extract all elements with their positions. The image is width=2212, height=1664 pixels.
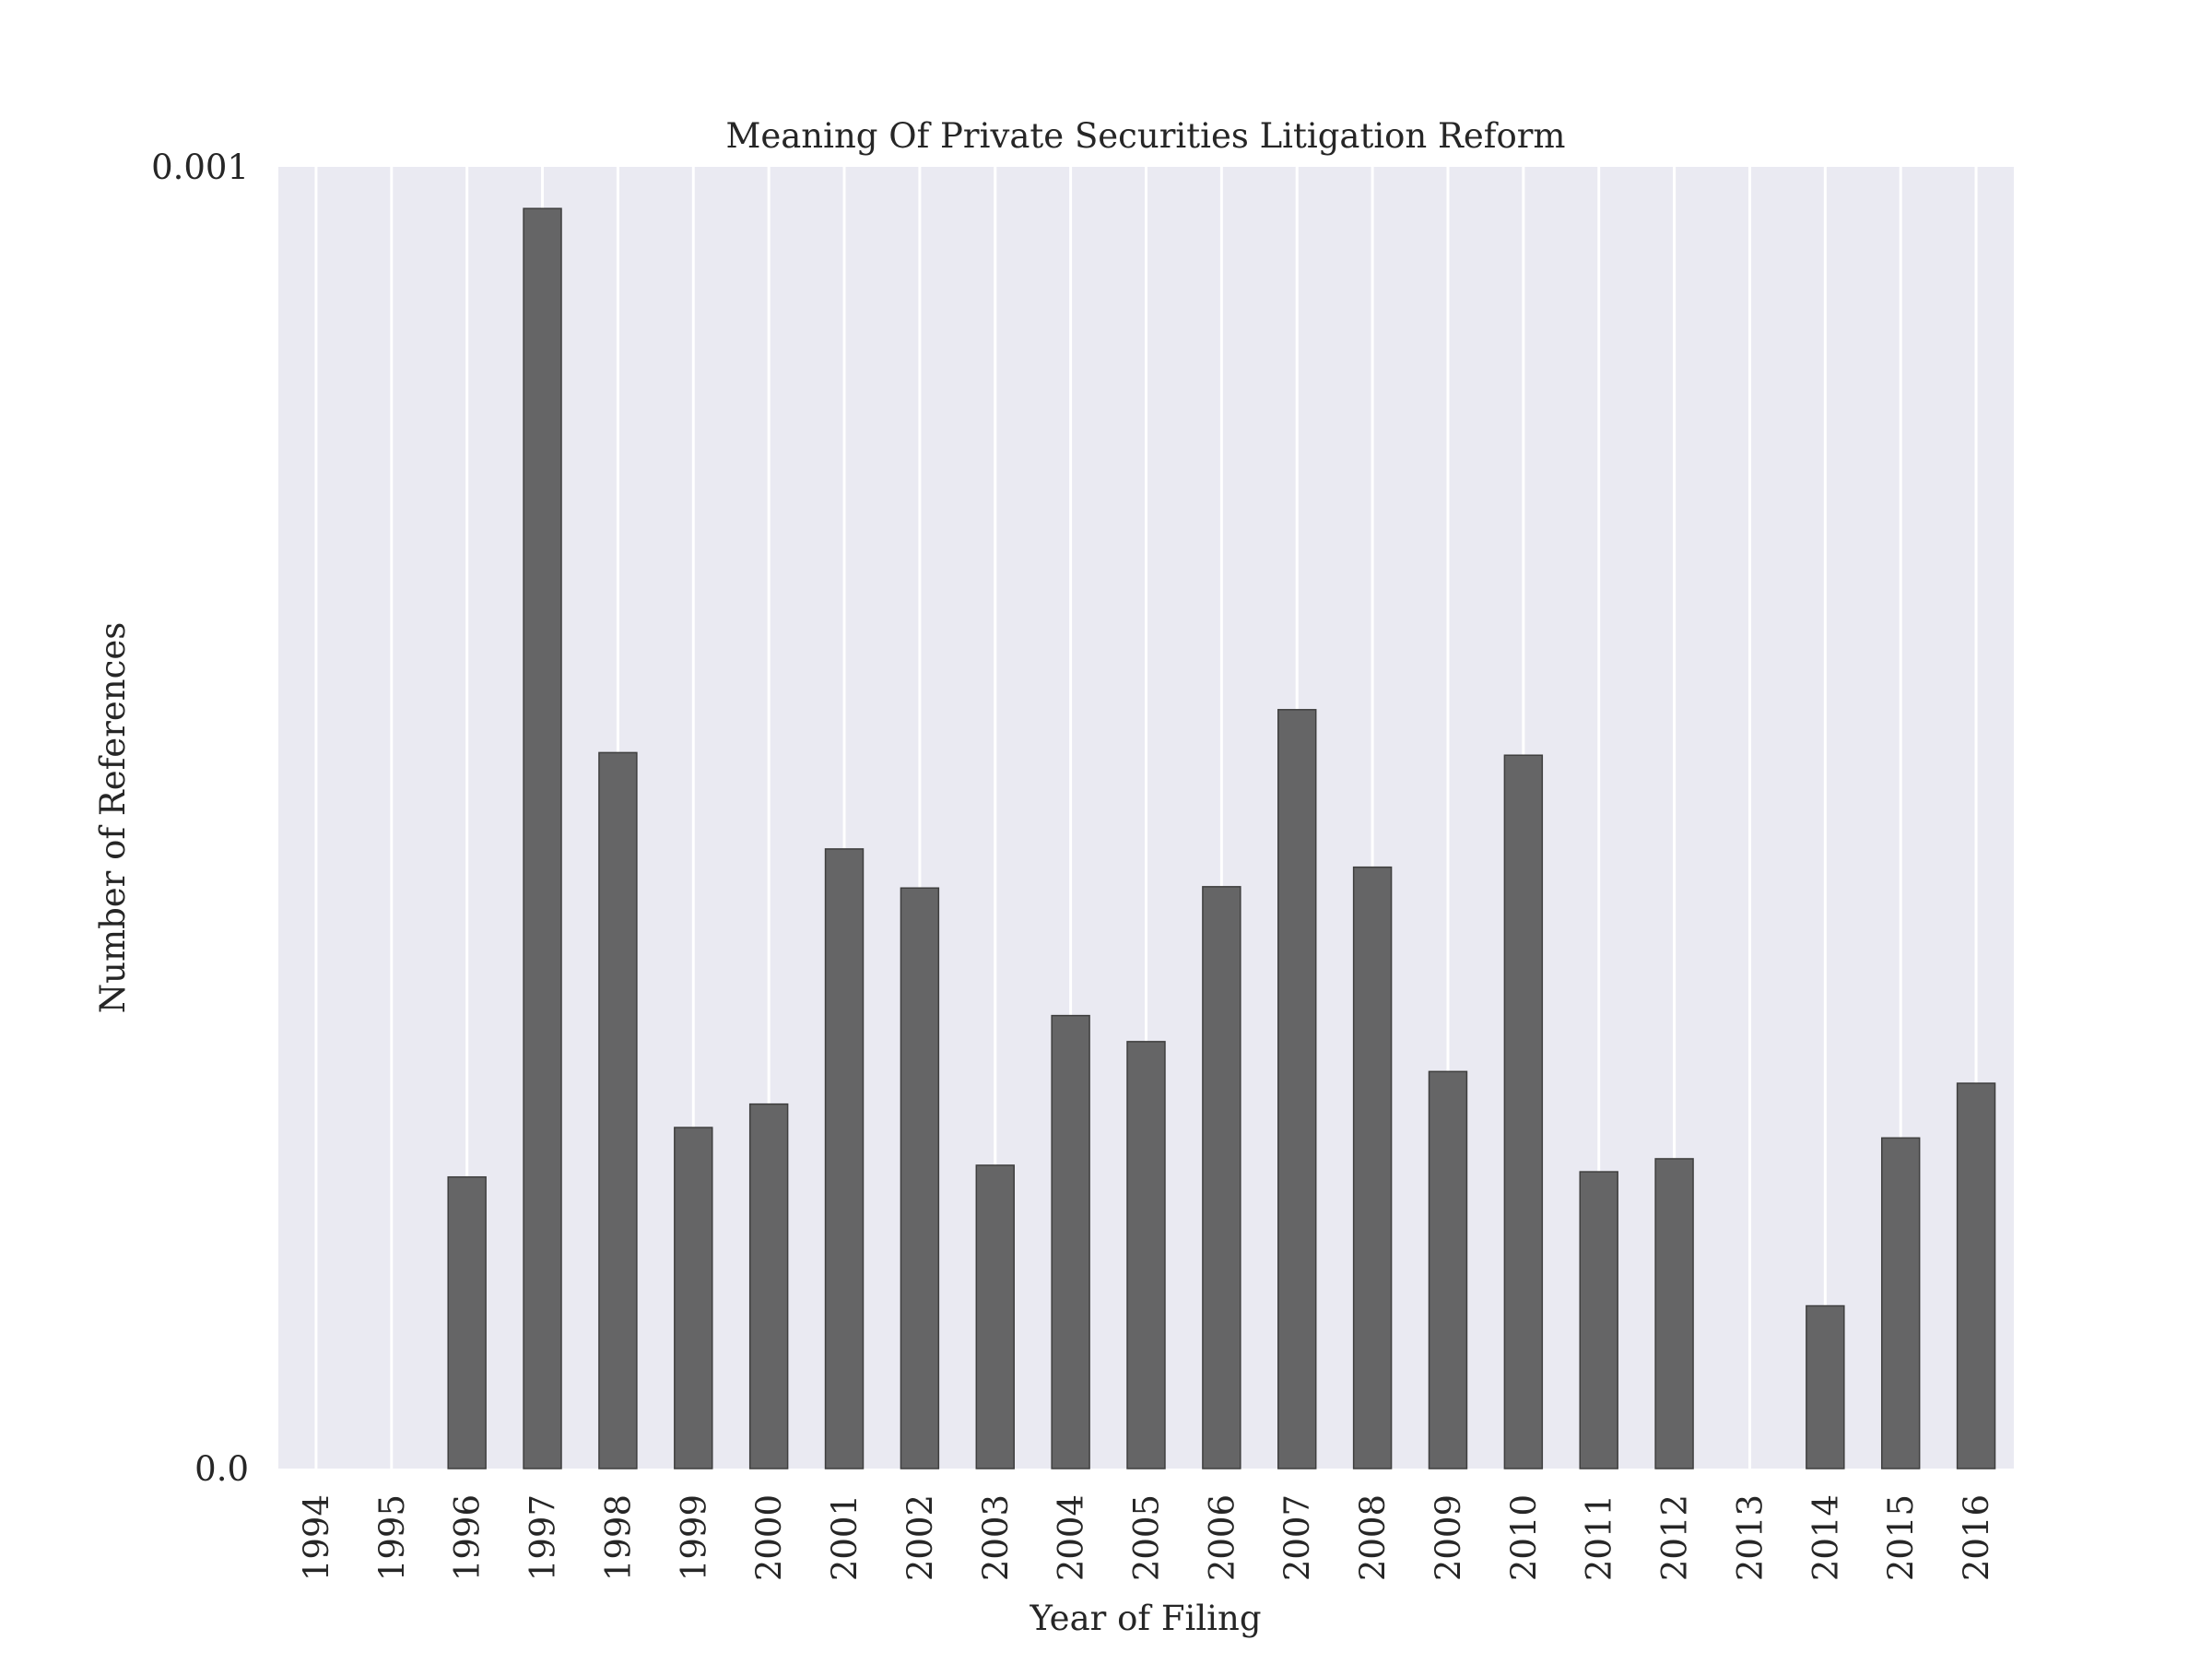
x-tick-label-2016: 2016 bbox=[1957, 1494, 1996, 1581]
bar-2010 bbox=[1503, 754, 1544, 1469]
bar-2002 bbox=[900, 887, 940, 1469]
bars bbox=[447, 207, 1996, 1469]
y-tick-label-0: 0.0 bbox=[194, 1449, 249, 1489]
bar-1998 bbox=[598, 751, 638, 1469]
x-tick-label-2002: 2002 bbox=[900, 1494, 940, 1581]
bar-2006 bbox=[1202, 886, 1241, 1469]
x-tick-labels: 1994 1995 1996 1997 1998 1999 2000 2001 2002 2003… bbox=[297, 1494, 1996, 1581]
bar-2000 bbox=[748, 1103, 789, 1469]
x-tick-label-1995: 1995 bbox=[372, 1494, 412, 1581]
bar-1996 bbox=[447, 1175, 487, 1469]
bar-2012 bbox=[1654, 1158, 1694, 1469]
x-tick-label-2010: 2010 bbox=[1504, 1494, 1544, 1581]
bar-2016 bbox=[1956, 1082, 1996, 1469]
x-tick-label-1997: 1997 bbox=[524, 1494, 563, 1581]
x-tick-label-2015: 2015 bbox=[1881, 1494, 1921, 1581]
chart-title: Meaning Of Private Securities Litigation… bbox=[725, 116, 1565, 156]
y-axis-label: Number of References bbox=[93, 622, 133, 1013]
x-tick-label-2014: 2014 bbox=[1806, 1494, 1845, 1581]
y-tick-label-1: 0.001 bbox=[151, 148, 249, 187]
x-tick-label-2009: 2009 bbox=[1429, 1494, 1468, 1581]
x-tick-label-2011: 2011 bbox=[1580, 1494, 1619, 1581]
bar-2005 bbox=[1126, 1041, 1166, 1469]
bar-2001 bbox=[824, 848, 865, 1469]
x-tick-label-2005: 2005 bbox=[1127, 1494, 1167, 1581]
x-tick-label-2007: 2007 bbox=[1277, 1494, 1317, 1581]
bar-2007 bbox=[1277, 709, 1317, 1469]
x-tick-label-1996: 1996 bbox=[448, 1494, 488, 1581]
x-tick-label-2003: 2003 bbox=[976, 1494, 1016, 1581]
bar-1997 bbox=[523, 207, 562, 1469]
bar-1999 bbox=[674, 1127, 713, 1469]
bar-2011 bbox=[1579, 1171, 1618, 1469]
x-tick-label-1994: 1994 bbox=[297, 1494, 336, 1581]
y-tick-labels: 0.0 0.001 bbox=[151, 148, 249, 1489]
x-tick-label-1998: 1998 bbox=[598, 1494, 638, 1581]
x-tick-label-2001: 2001 bbox=[825, 1494, 865, 1581]
bar-2008 bbox=[1352, 866, 1393, 1469]
bar-2004 bbox=[1051, 1014, 1090, 1469]
x-tick-label-2004: 2004 bbox=[1052, 1494, 1091, 1581]
x-tick-label-2000: 2000 bbox=[749, 1494, 789, 1581]
x-axis-label: Year of Filing bbox=[1029, 1599, 1261, 1638]
bar-2014 bbox=[1806, 1304, 1845, 1469]
x-tick-label-2006: 2006 bbox=[1202, 1494, 1241, 1581]
x-tick-label-1999: 1999 bbox=[674, 1494, 713, 1581]
x-tick-label-2012: 2012 bbox=[1655, 1494, 1695, 1581]
bar-2009 bbox=[1428, 1070, 1468, 1469]
x-tick-label-2008: 2008 bbox=[1353, 1494, 1393, 1581]
bar-2003 bbox=[975, 1164, 1015, 1469]
x-tick-label-2013: 2013 bbox=[1730, 1494, 1770, 1581]
bar-2015 bbox=[1880, 1137, 1921, 1469]
